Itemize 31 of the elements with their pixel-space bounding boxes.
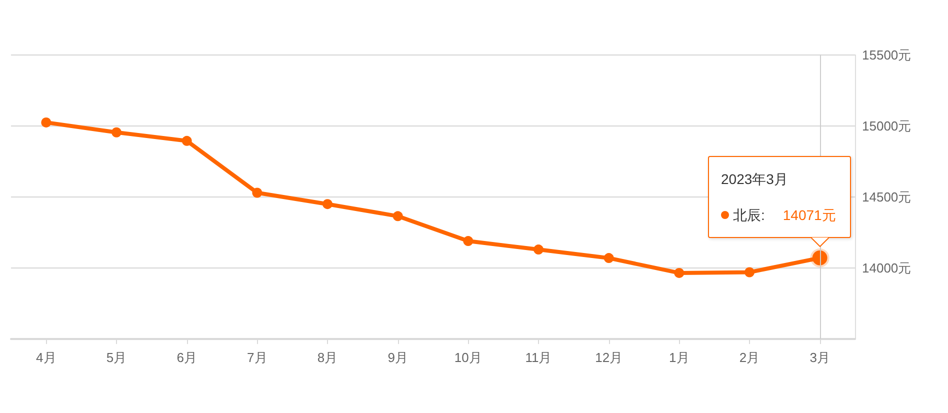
point [112, 127, 122, 138]
point [322, 199, 332, 210]
x-tick-label: 2月 [739, 350, 760, 365]
point [534, 244, 544, 255]
point [252, 188, 262, 198]
x-tick-label: 4月 [36, 350, 56, 365]
x-tick-label: 10月 [454, 350, 482, 365]
point [182, 136, 192, 146]
point [674, 268, 684, 278]
data-label: 14071元 [782, 206, 836, 225]
y-tick-label: 15500元 [862, 48, 912, 62]
x-tick-label: 8月 [317, 350, 338, 365]
x-tick-label: 7月 [247, 350, 268, 365]
x-tick-label: 5月 [106, 350, 127, 365]
callout: 2023年3月 北辰: 14071元 [708, 156, 851, 247]
y-tick-label: 14500元 [862, 190, 912, 204]
point [463, 236, 474, 246]
x-tick-label: 12月 [595, 350, 623, 365]
point [604, 253, 614, 264]
point [744, 267, 754, 278]
annotation: 2023年3月 [721, 170, 789, 189]
x-tick-label: 3月 [810, 350, 830, 365]
x-tick-label: 9月 [388, 350, 408, 365]
y-tick-label: 15000元 [862, 118, 912, 134]
point [41, 117, 52, 128]
legend-label: 北辰: [733, 206, 765, 225]
point [392, 211, 403, 222]
x-tick-label: 11月 [525, 350, 552, 365]
x-tick-label: 6月 [176, 350, 197, 365]
y-tick-label: 14000元 [862, 260, 912, 276]
x-tick-label: 1月 [669, 350, 690, 365]
